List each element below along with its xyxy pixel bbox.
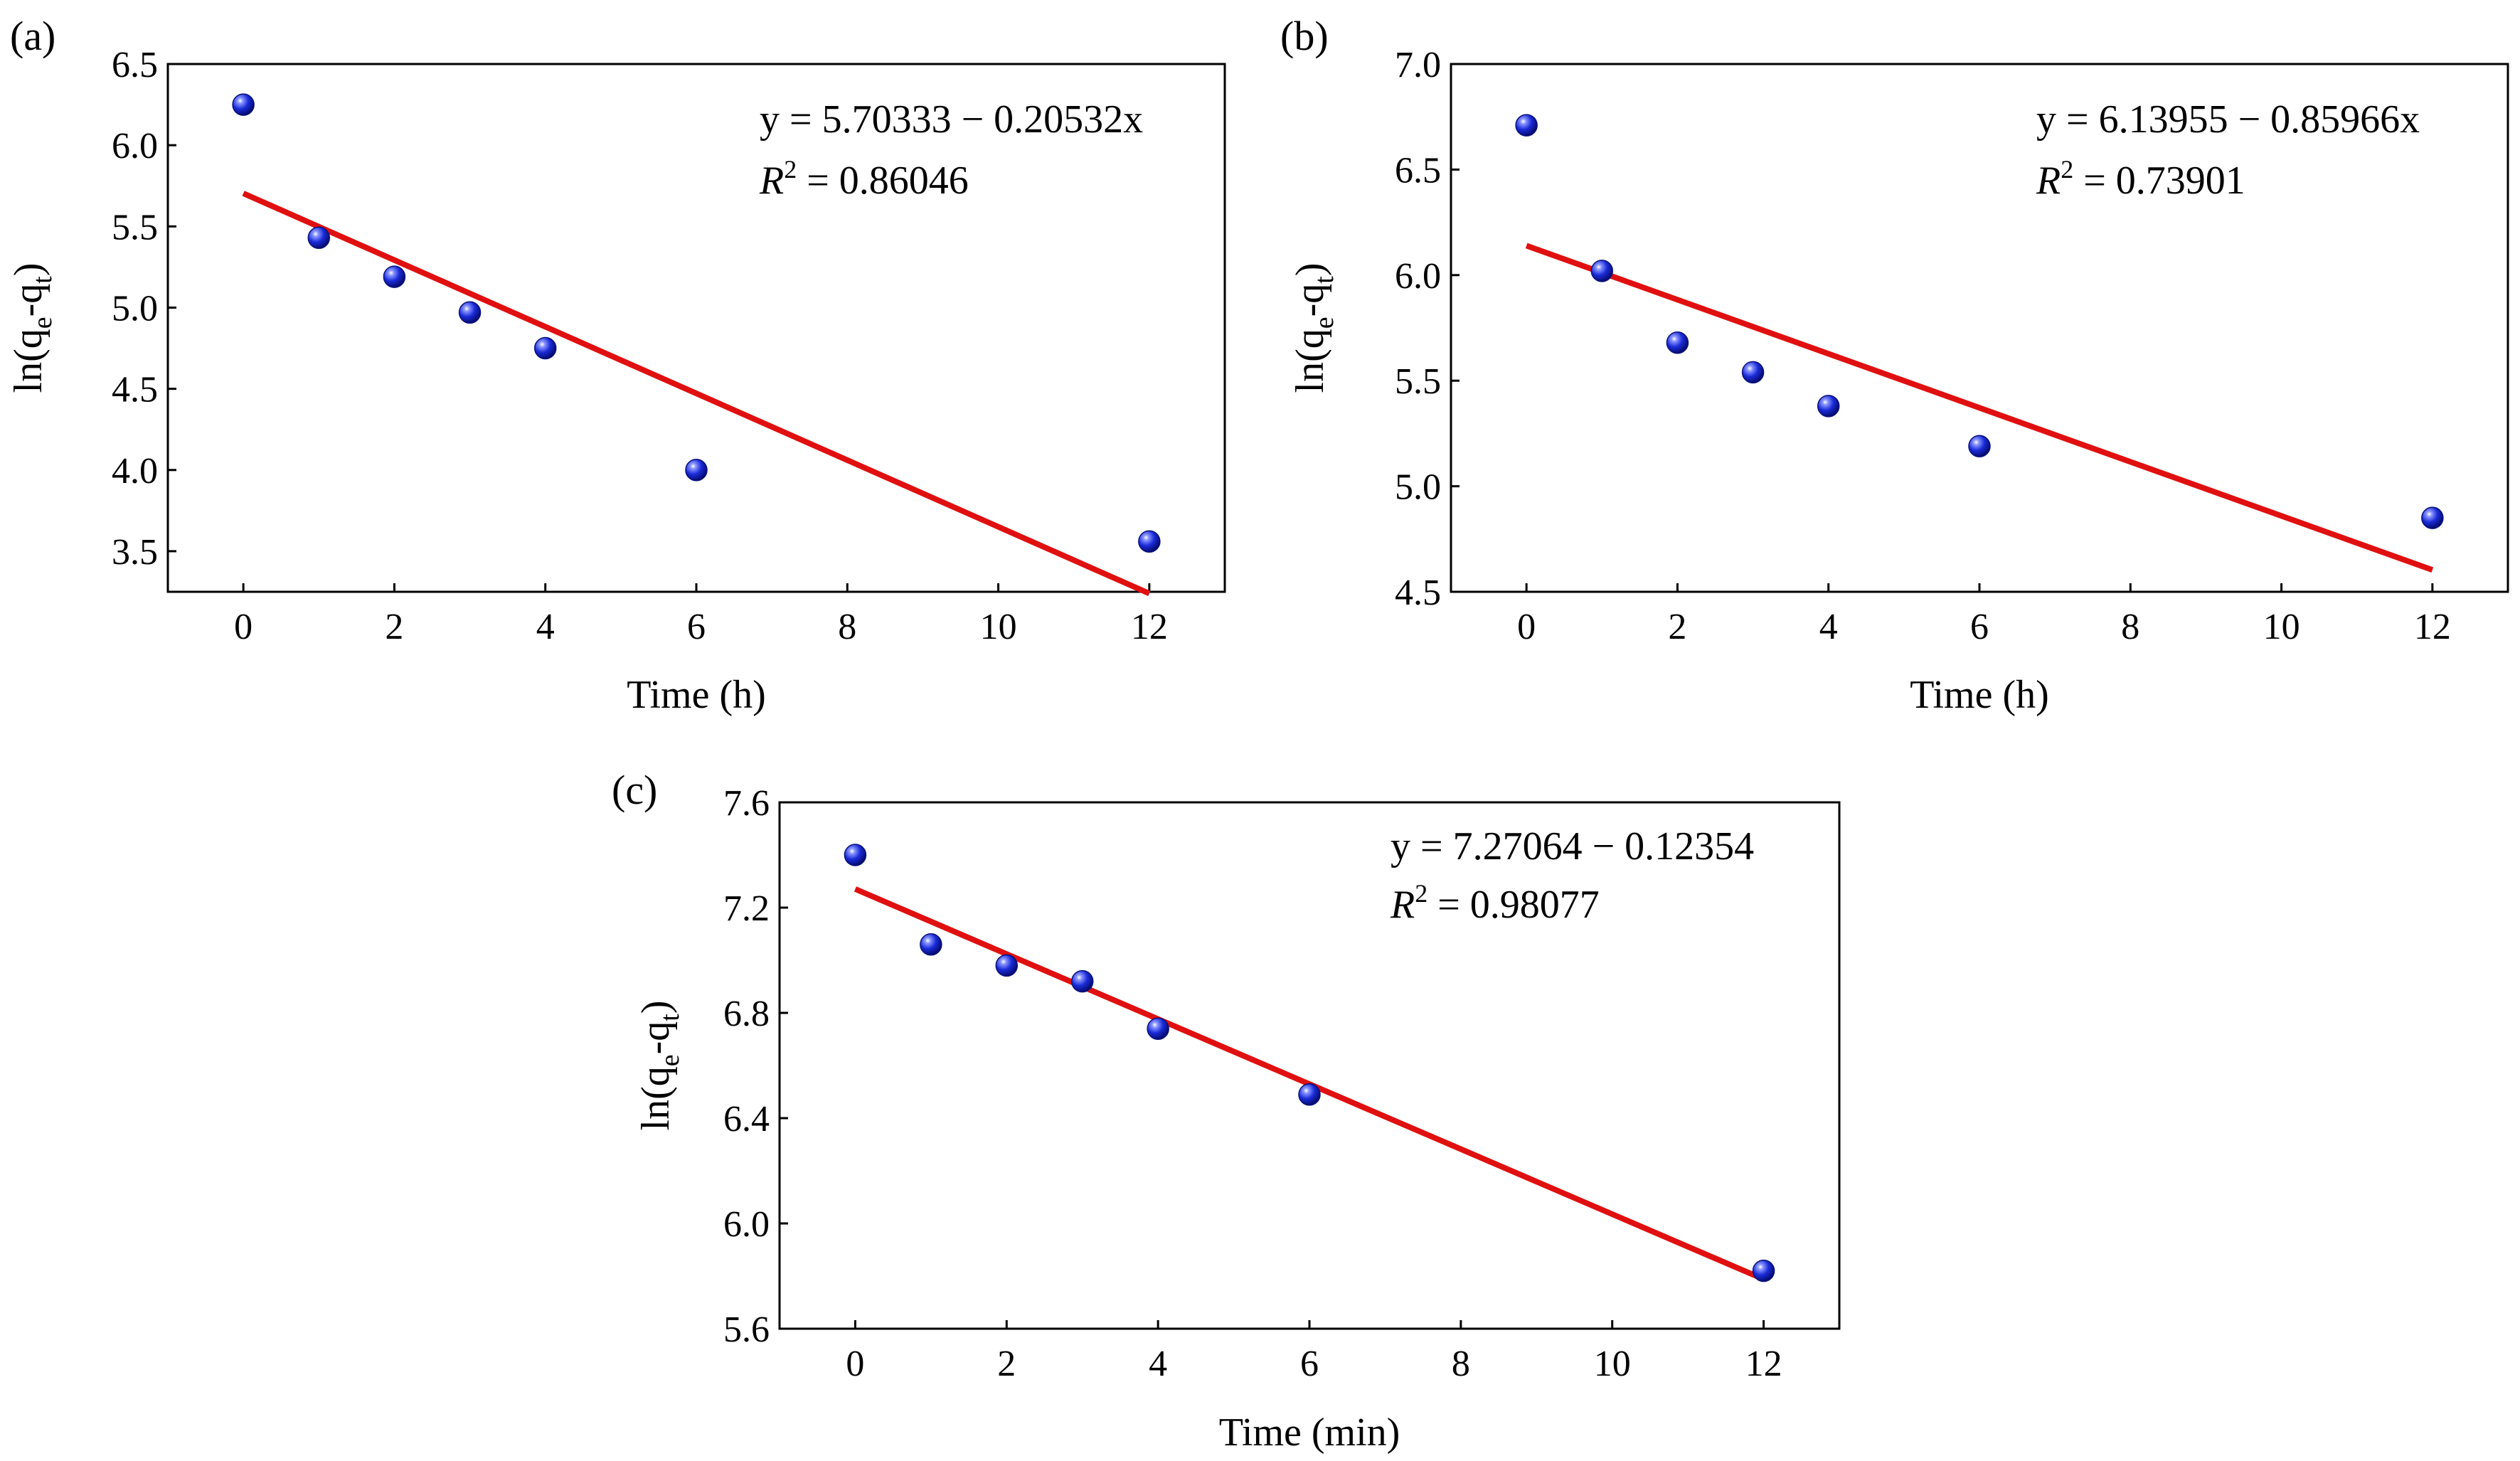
x-tick-label: 8 [2121, 607, 2139, 647]
y-tick-label: 5.6 [723, 1309, 770, 1350]
y-tick-label: 7.6 [723, 783, 770, 824]
y-axis-title: ln(qe-qt) [634, 1001, 685, 1131]
x-tick-label: 0 [1517, 607, 1536, 647]
x-tick-label: 6 [1300, 1344, 1319, 1384]
data-point [995, 954, 1019, 977]
x-tick-label: 6 [687, 607, 706, 647]
y-tick-label: 4.5 [112, 370, 158, 410]
x-tick-label: 12 [1745, 1344, 1782, 1384]
fit-equation: y = 6.13955 − 0.85966x [2036, 97, 2420, 142]
y-tick-label: 6.0 [1395, 256, 1441, 297]
y-tick-label: 4.5 [1395, 573, 1441, 613]
y-tick-label: 7.0 [1395, 45, 1441, 85]
y-tick-label: 6.8 [723, 994, 770, 1034]
data-point [232, 93, 255, 116]
panel-label: (b) [1280, 13, 1329, 59]
data-point [1590, 260, 1614, 282]
data-point [1298, 1083, 1321, 1106]
x-tick-label: 10 [2263, 607, 2300, 647]
y-tick-label: 6.0 [723, 1204, 770, 1245]
fit-equation: y = 7.27064 − 0.12354 [1391, 824, 1754, 868]
x-tick-label: 0 [234, 607, 252, 647]
fit-equation: y = 5.70333 − 0.20532x [760, 97, 1143, 142]
x-tick-label: 6 [1970, 607, 1989, 647]
x-tick-label: 12 [1131, 607, 1168, 647]
data-point [1817, 395, 1840, 418]
data-point [533, 336, 557, 360]
r-squared: R2 = 0.86046 [759, 155, 969, 203]
y-tick-label: 6.5 [112, 45, 158, 85]
x-tick-label: 0 [846, 1344, 864, 1384]
x-tick-label: 10 [1594, 1344, 1631, 1384]
data-point [1070, 969, 1094, 993]
x-tick-label: 8 [1452, 1344, 1470, 1384]
plot-frame [778, 801, 1841, 1330]
x-axis-title: Time (h) [627, 673, 766, 717]
data-point [458, 301, 482, 324]
chart-panel-2: 0 2 4 6 8 10 12 4.5 5.0 5.5 6.0 6.5 7.0 (b) Time (h) ln… [1280, 13, 2509, 717]
data-point [1666, 331, 1689, 354]
y-tick-label: 5.0 [112, 288, 158, 329]
data-point [2421, 506, 2444, 529]
y-tick-label: 7.2 [723, 888, 770, 929]
x-tick-label: 4 [1149, 1344, 1167, 1384]
data-point [844, 844, 867, 866]
x-tick-label: 2 [1668, 607, 1686, 647]
data-point [920, 933, 942, 956]
x-tick-label: 2 [385, 607, 403, 647]
chart-panel-1: 0 2 4 6 8 10 12 3.5 4.0 4.5 5.0 5.5 6.0 6.5 (a) Time (h… [6, 13, 1226, 717]
x-axis-title: Time (min) [1219, 1410, 1400, 1455]
y-tick-label: 5.0 [1395, 467, 1441, 508]
r-squared: R2 = 0.73901 [2036, 155, 2245, 203]
y-tick-label: 6.5 [1395, 150, 1441, 191]
x-tick-label: 4 [536, 607, 555, 647]
x-tick-label: 12 [2414, 607, 2451, 647]
data-point [383, 265, 406, 288]
y-tick-label: 5.5 [1395, 361, 1441, 402]
data-point [1515, 114, 1538, 137]
data-point [1147, 1017, 1169, 1040]
fit-line [1525, 243, 2434, 573]
x-tick-label: 4 [1819, 607, 1838, 647]
data-point [1138, 530, 1161, 553]
y-tick-label: 4.0 [112, 451, 158, 492]
y-tick-label: 5.5 [112, 207, 158, 248]
data-point [1741, 361, 1765, 384]
y-axis-title: ln(qe-qt) [6, 263, 58, 393]
x-tick-label: 10 [980, 607, 1017, 647]
y-tick-label: 3.5 [112, 532, 158, 573]
x-tick-label: 8 [838, 607, 856, 647]
x-axis-title: Time (h) [1910, 673, 2049, 717]
y-tick-label: 6.0 [112, 126, 158, 166]
y-tick-label: 6.4 [723, 1099, 770, 1139]
data-point [1752, 1259, 1775, 1282]
fit-line [242, 191, 1151, 597]
data-point [307, 226, 331, 250]
plot-frame [1450, 63, 2509, 593]
y-axis-title: ln(qe-qt) [1288, 263, 1339, 393]
data-point [1968, 435, 1991, 457]
chart-panel-3: 0 2 4 6 8 10 12 5.6 6.0 6.4 6.8 7.2 7.6 (c) Time (min)… [612, 767, 1841, 1455]
panel-label: (a) [10, 13, 55, 59]
data-point [685, 459, 708, 482]
r-squared: R2 = 0.98077 [1390, 879, 1600, 927]
panel-label: (c) [612, 767, 657, 813]
x-tick-label: 2 [997, 1344, 1016, 1384]
plot-frame [166, 63, 1226, 593]
